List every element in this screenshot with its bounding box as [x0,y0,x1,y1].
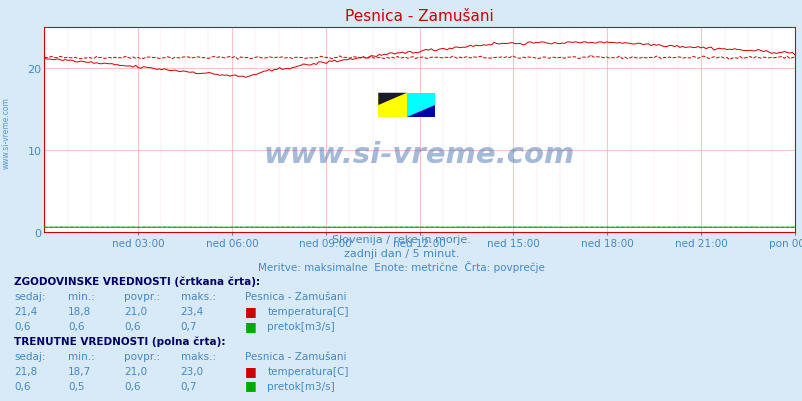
Polygon shape [407,106,435,118]
Text: 0,7: 0,7 [180,321,197,331]
Text: 21,4: 21,4 [14,306,38,316]
Text: 23,0: 23,0 [180,366,204,376]
Text: 0,5: 0,5 [68,381,85,391]
Text: maks.:: maks.: [180,351,216,361]
Text: 0,6: 0,6 [124,381,141,391]
Text: min.:: min.: [68,351,95,361]
Text: 0,6: 0,6 [14,321,31,331]
Text: ■: ■ [245,364,257,377]
Bar [407,93,435,118]
Text: www.si-vreme.com: www.si-vreme.com [2,97,11,168]
Text: www.si-vreme.com: www.si-vreme.com [264,141,574,169]
Text: min.:: min.: [68,292,95,302]
Text: 21,0: 21,0 [124,306,148,316]
Text: ZGODOVINSKE VREDNOSTI (črtkana črta):: ZGODOVINSKE VREDNOSTI (črtkana črta): [14,276,261,287]
Text: Pesnica - Zamušani: Pesnica - Zamušani [245,351,346,361]
Text: pretok[m3/s]: pretok[m3/s] [267,381,334,391]
Text: temperatura[C]: temperatura[C] [267,366,348,376]
Text: Slovenija / reke in morje.: Slovenija / reke in morje. [332,235,470,245]
Text: 0,6: 0,6 [124,321,141,331]
Text: povpr.:: povpr.: [124,351,160,361]
Text: sedaj:: sedaj: [14,351,46,361]
Text: 18,7: 18,7 [68,366,91,376]
Text: ■: ■ [245,319,257,332]
Text: temperatura[C]: temperatura[C] [267,306,348,316]
Text: 18,8: 18,8 [68,306,91,316]
Text: 21,8: 21,8 [14,366,38,376]
Bar [378,93,407,118]
Text: Meritve: maksimalne  Enote: metrične  Črta: povprečje: Meritve: maksimalne Enote: metrične Črta… [257,261,545,273]
Text: 0,6: 0,6 [14,381,31,391]
Text: ■: ■ [245,379,257,391]
Text: zadnji dan / 5 minut.: zadnji dan / 5 minut. [343,249,459,259]
Text: sedaj:: sedaj: [14,292,46,302]
Text: 23,4: 23,4 [180,306,204,316]
Text: TRENUTNE VREDNOSTI (polna črta):: TRENUTNE VREDNOSTI (polna črta): [14,336,225,346]
Text: ■: ■ [245,304,257,317]
Text: pretok[m3/s]: pretok[m3/s] [267,321,334,331]
Title: Pesnica - Zamušani: Pesnica - Zamušani [345,9,493,24]
Text: maks.:: maks.: [180,292,216,302]
Polygon shape [378,93,407,106]
Text: 0,6: 0,6 [68,321,85,331]
Text: Pesnica - Zamušani: Pesnica - Zamušani [245,292,346,302]
Text: 0,7: 0,7 [180,381,197,391]
Text: povpr.:: povpr.: [124,292,160,302]
Text: 21,0: 21,0 [124,366,148,376]
